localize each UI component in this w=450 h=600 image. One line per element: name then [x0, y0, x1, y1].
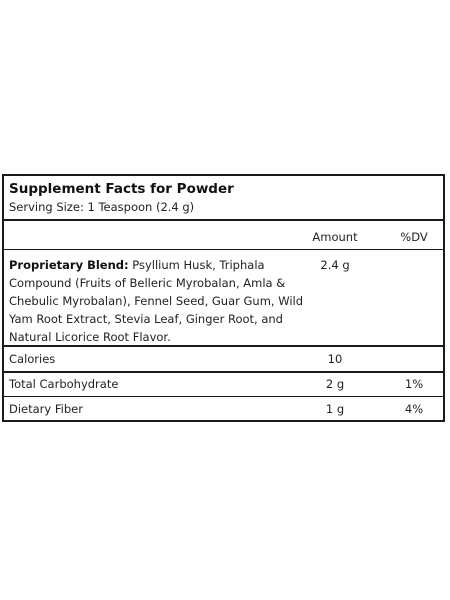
row-dv-dietary-fiber: 4% — [404, 402, 424, 416]
row-label-dietary-fiber: Dietary Fiber — [9, 402, 83, 416]
row-dv-total-carbohydrate: 1% — [404, 377, 424, 391]
row-amount-total-carbohydrate: 2 g — [325, 377, 345, 391]
serving-size: Serving Size: 1 Teaspoon (2.4 g) — [9, 200, 195, 214]
row-amount-dietary-fiber: 1 g — [325, 402, 345, 416]
row-amount-calories: 10 — [327, 352, 343, 366]
proprietary-blend-label: Proprietary Blend: — [9, 258, 129, 272]
supplement-facts-panel: Supplement Facts for Powder Serving Size… — [2, 174, 445, 422]
dv-column-header: %DV — [400, 230, 428, 244]
proprietary-blend-amount: 2.4 g — [320, 258, 350, 272]
proprietary-blend-text: Proprietary Blend: Psyllium Husk, Tripha… — [9, 256, 327, 346]
row-label-total-carbohydrate: Total Carbohydrate — [9, 377, 119, 391]
calories-divider — [4, 371, 443, 373]
panel-title: Supplement Facts for Powder — [9, 181, 234, 197]
column-header-divider — [4, 249, 443, 250]
blend-divider — [4, 345, 443, 347]
amount-column-header: Amount — [312, 230, 358, 244]
proprietary-blend-ingredients: Psyllium Husk, Triphala Compound (Fruits… — [9, 258, 304, 344]
carbohydrate-divider — [4, 396, 443, 397]
row-label-calories: Calories — [9, 352, 56, 366]
header-divider — [4, 219, 443, 221]
